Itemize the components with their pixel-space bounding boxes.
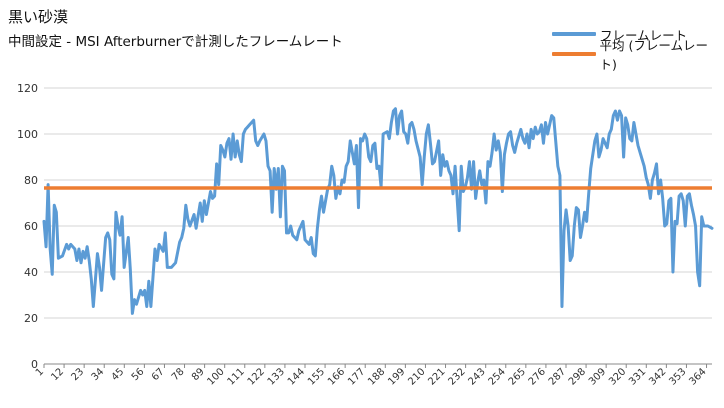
x-tick-label: 23 (69, 366, 86, 383)
chart-subtitle: 中間設定 - MSI Afterburnerで計測したフレームレート (8, 34, 343, 50)
x-tick-label: 298 (567, 366, 588, 387)
y-tick-label: 40 (24, 266, 38, 279)
x-tick-label: 243 (467, 366, 488, 387)
x-tick-label: 100 (206, 366, 227, 387)
x-tick-label: 254 (487, 366, 508, 387)
y-tick-label: 120 (17, 82, 38, 95)
legend-swatch-framerate (552, 32, 596, 36)
y-tick-label: 0 (31, 358, 38, 371)
x-tick-label: 342 (647, 366, 668, 387)
x-tick-label: 78 (170, 366, 187, 383)
x-tick-label: 111 (226, 366, 247, 387)
chart-title: 黒い砂漠 (8, 8, 69, 26)
y-tick-label: 80 (24, 174, 38, 187)
legend-swatch-average (552, 52, 596, 56)
x-tick-label: 45 (110, 366, 127, 383)
x-tick-label: 166 (326, 366, 347, 387)
x-tick-label: 122 (246, 366, 267, 387)
x-tick-label: 67 (150, 366, 167, 383)
y-tick-label: 60 (24, 220, 38, 233)
x-tick-label: 320 (607, 366, 628, 387)
x-tick-label: 287 (547, 366, 568, 387)
x-tick-label: 232 (446, 366, 467, 387)
x-tick-label: 144 (286, 366, 307, 387)
x-tick-label: 56 (130, 366, 147, 383)
x-tick-label: 188 (366, 366, 387, 387)
x-tick-label: 221 (426, 366, 447, 387)
x-tick-label: 265 (507, 366, 528, 387)
x-tick-label: 177 (346, 366, 367, 387)
y-axis-ticks: 0 20 40 60 80 100 120 (17, 82, 38, 371)
x-tick-label: 155 (306, 366, 327, 387)
x-tick-label: 210 (406, 366, 427, 387)
x-tick-label: 89 (190, 366, 207, 383)
series-line-framerate (42, 107, 714, 315)
gridlines (44, 87, 712, 365)
series-layer (42, 107, 714, 315)
legend-label-average: 平均 (フレームレート) (599, 38, 708, 72)
legend-label-framerate: フレームレート (600, 27, 688, 43)
x-tick-label: 133 (266, 366, 287, 387)
x-tick-label: 1 (34, 366, 46, 378)
y-tick-label: 100 (17, 128, 38, 141)
x-tick-label: 353 (667, 366, 688, 387)
x-tick-label: 34 (90, 366, 107, 383)
x-tick-label: 364 (687, 366, 708, 387)
legend-item-average: 平均 (フレームレート) (552, 38, 724, 72)
x-axis: 1 12 23 34 45 56 67 78 8910011112213314415516617… (34, 364, 709, 388)
x-tick-label: 309 (587, 366, 608, 387)
x-tick-label: 276 (527, 366, 548, 387)
chart-legend: フレームレート 平均 (フレームレート) (552, 24, 724, 72)
x-tick-label: 12 (49, 366, 66, 383)
x-tick-label: 199 (386, 366, 407, 387)
x-tick-label: 331 (627, 366, 648, 387)
y-tick-label: 20 (24, 312, 38, 325)
legend-item-framerate: フレームレート (552, 24, 724, 44)
